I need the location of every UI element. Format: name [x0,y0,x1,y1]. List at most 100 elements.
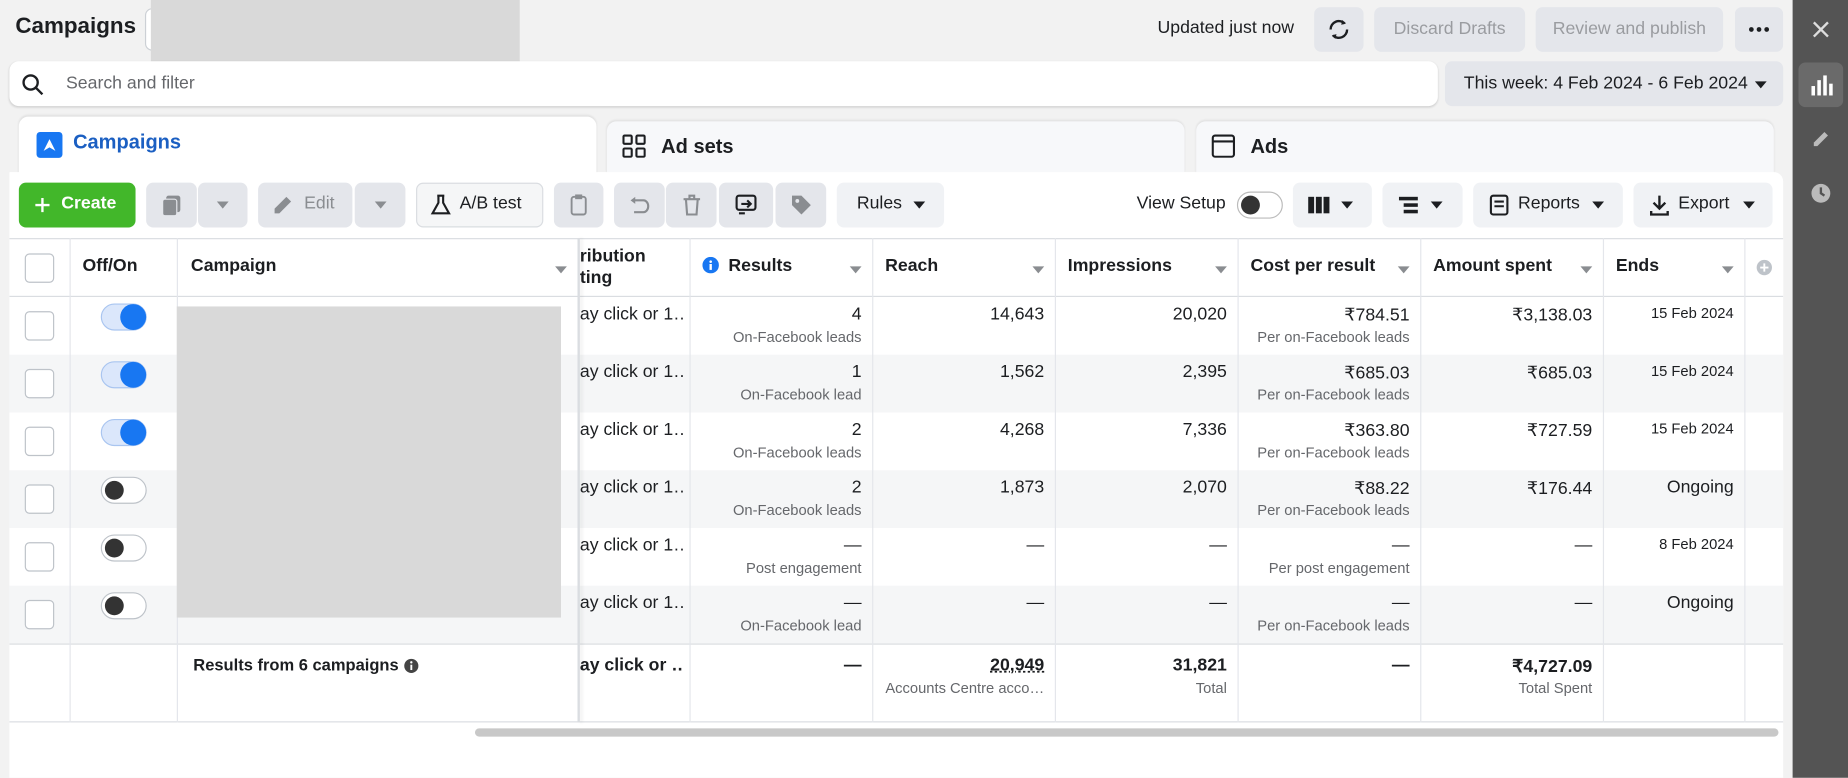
cell-text: ay click or 1… [579,419,684,440]
icon-part [1721,266,1734,274]
swap-icon [734,193,758,217]
toggle-on[interactable] [100,361,147,389]
column-header: Amount spent [1433,255,1552,276]
icon-part [162,195,181,217]
rules-label: Rules [856,193,903,214]
icon-part [634,199,650,214]
row-checkbox[interactable] [24,599,55,630]
icon-part [1754,81,1767,89]
icon-part [1811,86,1815,96]
refresh-button[interactable] [1314,7,1364,52]
cell-text: — [843,655,862,676]
action-button[interactable] [553,182,604,228]
action-button[interactable] [614,182,665,228]
row-checkbox[interactable] [24,311,55,341]
cell-text: 20,020 [1172,304,1227,325]
cell-text: 7,336 [1182,419,1227,440]
row-checkbox[interactable] [24,426,55,457]
cell-text: 2,395 [1182,361,1227,382]
header-checkbox[interactable] [24,253,55,283]
view-setup-toggle[interactable] [1236,191,1283,219]
flask-icon [429,193,453,217]
cell-text: Per on-Facebook leads [1257,386,1410,404]
cell-text: Accounts Centre acco… [885,680,1045,697]
cell-text: ₹176.44 [1526,478,1593,499]
icon-part [374,201,387,209]
cell-text: Per on-Facebook leads [1257,617,1410,635]
info-icon [403,658,419,674]
icon-part [1211,134,1236,158]
redacted [150,0,520,71]
action-button[interactable] [665,182,717,228]
icon-part [635,147,646,158]
sort-caret[interactable] [1579,262,1593,276]
icon-part [430,194,451,215]
icon-part [374,201,387,209]
charts-icon[interactable] [1798,62,1844,108]
sort-caret[interactable] [1214,262,1228,276]
icon-part [795,199,800,203]
export-icon [1648,193,1672,217]
sort-caret[interactable] [1721,262,1735,276]
search-bar[interactable] [9,61,1438,107]
icon-part [913,201,926,209]
toggle-on[interactable] [100,418,147,447]
rules-button[interactable] [836,182,945,228]
edit-icon[interactable] [1809,127,1833,151]
toggle-on[interactable] [100,303,147,331]
icon-part [1798,62,1844,108]
tab[interactable] [1196,121,1774,174]
icon-part [120,361,147,388]
column-header: Cost per result [1250,255,1376,276]
date-button[interactable] [1444,61,1784,107]
edit-button[interactable] [258,182,353,228]
scrollbar[interactable] [474,728,1779,737]
icon-part [1397,266,1410,274]
close-icon[interactable] [1809,18,1833,42]
cell-text: — [843,592,862,613]
publish-button[interactable]: Review and publish [1535,7,1724,52]
columns-button[interactable] [1292,182,1372,228]
sort-caret[interactable] [849,262,863,276]
more-button[interactable] [1734,7,1784,52]
icon-part [1829,83,1833,96]
cell-text: ₹3,138.03 [1512,305,1593,326]
icon-part [1308,196,1315,214]
action-button[interactable] [718,182,774,228]
column-header: Campaign [190,255,277,276]
sort-caret[interactable] [1397,262,1411,276]
sort-caret[interactable] [1031,262,1045,276]
toggle-off[interactable] [100,592,147,620]
icon-part [216,201,229,209]
tab[interactable] [18,116,597,176]
icon-part [1236,191,1283,219]
icon-part [1743,201,1755,209]
icon-part [1308,196,1330,214]
breakdown-button[interactable] [1382,182,1463,228]
tab-icon [1211,134,1236,158]
icon-part [1764,27,1770,32]
icon-part [100,418,147,447]
icon-part [1489,194,1509,216]
tab-label: Ads [1250,135,1289,158]
discard-button[interactable]: Discard Drafts [1374,7,1526,52]
icon-part [1812,21,1829,38]
icon-part [1323,196,1330,214]
toggle-off[interactable] [100,534,147,562]
history-icon[interactable] [1809,181,1833,205]
add-column-icon[interactable] [1756,259,1773,276]
cell-text: 15 Feb 2024 [1650,305,1734,322]
toggle-off[interactable] [100,476,147,504]
cell-text: ₹363.80 [1344,420,1410,441]
tab[interactable] [606,121,1185,174]
icon-part [1397,266,1410,274]
row-checkbox[interactable] [24,542,55,572]
row-checkbox[interactable] [24,368,55,399]
date-text: This week: 4 Feb 2024 - 6 Feb 2024 [1463,73,1748,94]
icon-part [1734,7,1784,52]
icon-part [1756,259,1772,276]
ab-test-label: A/B test [459,193,522,214]
icon-part [635,134,646,145]
cell-text: 4 [851,304,862,325]
row-checkbox[interactable] [24,484,55,514]
